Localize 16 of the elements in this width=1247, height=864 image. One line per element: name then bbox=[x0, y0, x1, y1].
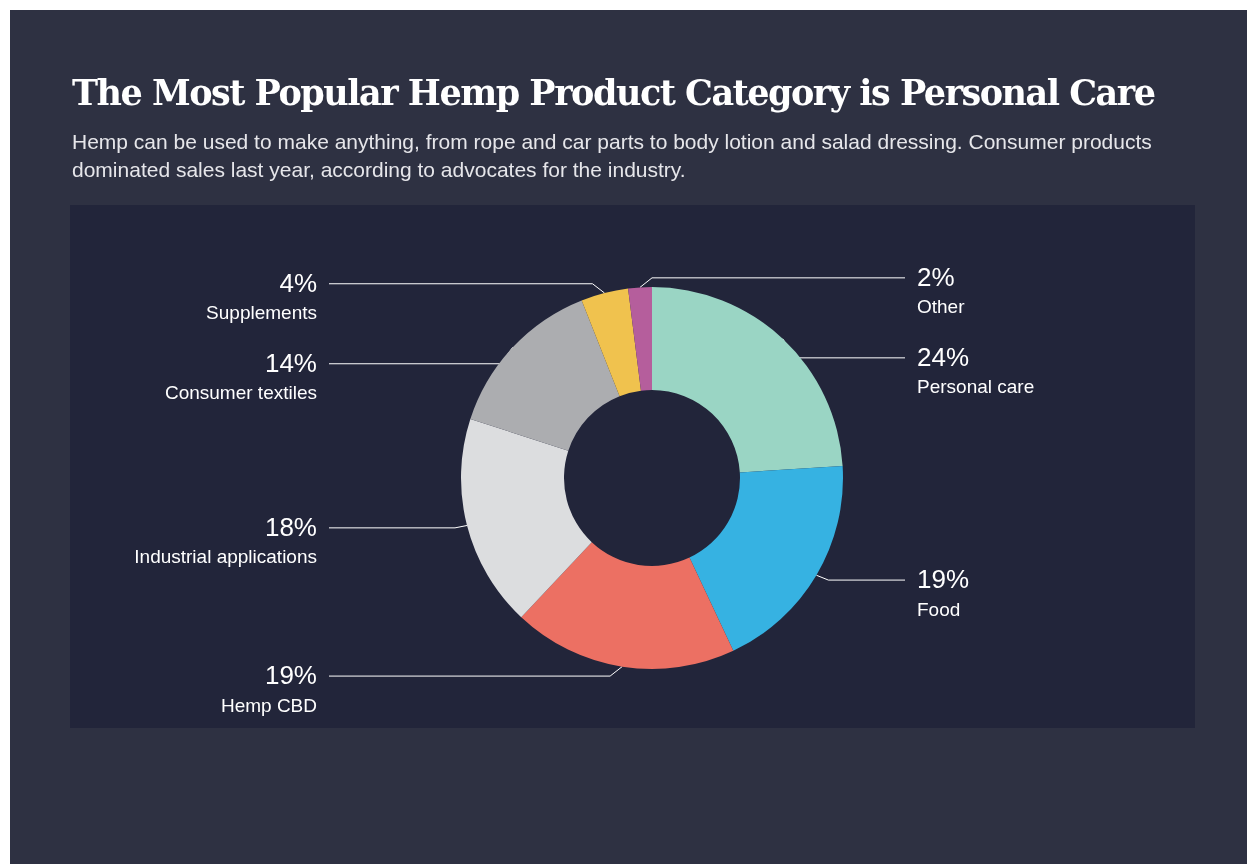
data-label: 2% bbox=[917, 261, 955, 292]
slice-label: Personal care bbox=[917, 376, 1035, 398]
slice-label: Hemp CBD bbox=[220, 694, 317, 716]
slice-label: Industrial applications bbox=[134, 546, 317, 568]
data-label: 24% bbox=[917, 341, 970, 372]
chart-subtitle: Hemp can be used to make anything, from rope and car parts to body lotion and salad dressing. Consumer products dominated sales last year, according to advocates for the industry. bbox=[72, 129, 1153, 183]
data-label: 14% bbox=[264, 347, 317, 378]
slice-label: Supplements bbox=[206, 302, 317, 324]
data-label: 19% bbox=[917, 564, 970, 595]
data-label: 18% bbox=[264, 511, 317, 542]
slice-label: Consumer textiles bbox=[164, 382, 317, 404]
slice-label: Other bbox=[917, 296, 966, 318]
data-label: 4% bbox=[279, 267, 317, 298]
chart-title: The Most Popular Hemp Product Category is Personal Care bbox=[72, 72, 1155, 113]
slice-label: Food bbox=[917, 598, 961, 620]
data-label: 19% bbox=[264, 660, 317, 691]
